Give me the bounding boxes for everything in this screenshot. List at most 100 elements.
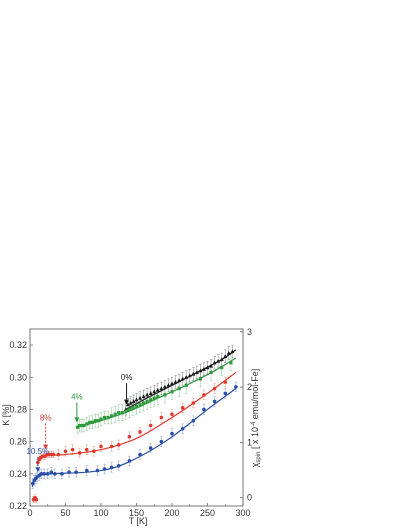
left-tick-label: 0.24 xyxy=(9,469,27,479)
data-point-0% xyxy=(177,378,182,383)
data-point-10.5% xyxy=(234,385,238,389)
data-point-10.5% xyxy=(85,468,89,473)
x-tick-label: 0 xyxy=(27,508,32,518)
data-point-8% xyxy=(191,401,196,405)
data-point-0% xyxy=(184,375,189,379)
x-tick-label: 250 xyxy=(200,508,215,518)
axis-ticks: 0 50 100 150 200 250 300 0.22 0.24 0.26 0.28 0.30 0.… xyxy=(9,327,252,518)
x-tick-label: 50 xyxy=(60,508,70,518)
data-point-0% xyxy=(201,367,206,371)
data-point-0% xyxy=(141,394,146,399)
data-point-4% xyxy=(170,390,174,394)
data-point-4% xyxy=(106,415,110,420)
annotations: 0% 4% 8% 10.5% xyxy=(26,373,133,473)
data-point-0% xyxy=(173,379,178,384)
data-point-8% xyxy=(51,452,56,457)
data-point-0% xyxy=(128,400,133,405)
data-point-4% xyxy=(96,419,100,423)
data-point-10.5% xyxy=(138,452,142,457)
data-point-0% xyxy=(205,365,210,370)
data-point-0% xyxy=(170,381,174,386)
data-point-10.5% xyxy=(49,470,54,475)
data-point-10.5% xyxy=(159,439,164,444)
data-point-4% xyxy=(184,383,188,387)
annotation-label-0%: 0% xyxy=(121,373,133,382)
right-y-axis-label: χspin [ x 10-4 emu/mol-Fe] xyxy=(250,369,262,468)
data-point-0% xyxy=(223,354,228,358)
data-point-8% xyxy=(180,406,185,410)
data-point-0% xyxy=(125,402,130,407)
data-point-0% xyxy=(131,399,136,404)
annotation-arrowhead-4% xyxy=(74,417,80,423)
data-point-4% xyxy=(209,370,213,375)
data-point-0% xyxy=(209,363,214,368)
data-point-0% xyxy=(148,391,153,395)
data-point-10.5% xyxy=(74,470,78,475)
data-point-8% xyxy=(116,443,121,447)
data-point-8% xyxy=(127,435,132,439)
data-point-4% xyxy=(127,407,131,412)
data-point-0% xyxy=(166,383,171,387)
right-tick-label: 0 xyxy=(247,493,252,503)
data-point-10.5% xyxy=(148,446,153,450)
data-point-4% xyxy=(163,393,167,397)
data-point-0% xyxy=(216,358,221,363)
data-point-10.5% xyxy=(39,472,44,476)
data-point-8% xyxy=(138,430,142,434)
data-point-8% xyxy=(63,449,68,454)
data-point-10.5% xyxy=(223,391,228,396)
right-tick-label: 2 xyxy=(247,382,252,392)
data-point-0% xyxy=(219,357,224,362)
data-point-0% xyxy=(145,392,150,397)
data-point-10.5% xyxy=(45,472,50,476)
data-point-10.5% xyxy=(212,399,217,404)
data-point-10.5% xyxy=(170,431,174,436)
right-y-axis-label-sub: spin xyxy=(256,452,262,463)
data-point-8% xyxy=(170,412,174,417)
data-point-10.5% xyxy=(116,463,121,468)
data-point-0% xyxy=(134,397,139,402)
data-points xyxy=(31,349,238,502)
data-point-8% xyxy=(148,423,153,428)
data-point-10.5% xyxy=(42,472,46,476)
data-point-4% xyxy=(117,411,121,415)
data-point-0% xyxy=(159,386,164,391)
data-point-4% xyxy=(177,386,181,391)
data-point-0% xyxy=(191,371,196,376)
data-point-0% xyxy=(152,389,157,394)
data-point-10.5% xyxy=(53,472,57,476)
data-point-10.5% xyxy=(60,472,64,476)
x-axis-label: T [K] xyxy=(129,516,148,526)
left-tick-label: 0.22 xyxy=(9,501,27,511)
data-point-4% xyxy=(78,423,82,428)
left-tick-label: 0.28 xyxy=(9,404,27,414)
data-point-4% xyxy=(229,361,233,365)
x-tick-label: 100 xyxy=(93,508,108,518)
data-point-8% xyxy=(70,447,75,452)
data-point-0% xyxy=(162,384,167,389)
data-point-0% xyxy=(230,349,235,354)
data-point-4% xyxy=(149,398,153,402)
right-y-axis-label-unit: emu/mol-Fe] xyxy=(250,369,260,422)
left-y-axis-label: K [%] xyxy=(1,404,11,426)
x-tick-label: 150 xyxy=(129,508,144,518)
data-point-8% xyxy=(212,386,217,391)
left-tick-label: 0.30 xyxy=(9,372,27,382)
data-point-10.5% xyxy=(202,407,206,412)
data-point-4% xyxy=(93,419,97,423)
data-point-0% xyxy=(198,368,203,373)
data-point-10.5% xyxy=(180,426,185,431)
data-point-4% xyxy=(138,403,142,407)
fit-line-10.5% xyxy=(31,388,237,487)
data-point-4% xyxy=(82,423,86,428)
data-point-4% xyxy=(152,396,156,400)
data-point-4% xyxy=(113,412,117,416)
data-point-4% xyxy=(88,420,92,424)
data-point-10.5% xyxy=(127,459,132,463)
data-point-4% xyxy=(131,406,135,410)
left-tick-label: 0.32 xyxy=(9,340,27,350)
right-y-axis-label-scale: [ x 10 xyxy=(250,427,260,452)
data-point-4% xyxy=(220,366,224,370)
data-point-8% xyxy=(109,444,114,449)
plot-frame xyxy=(29,328,244,507)
